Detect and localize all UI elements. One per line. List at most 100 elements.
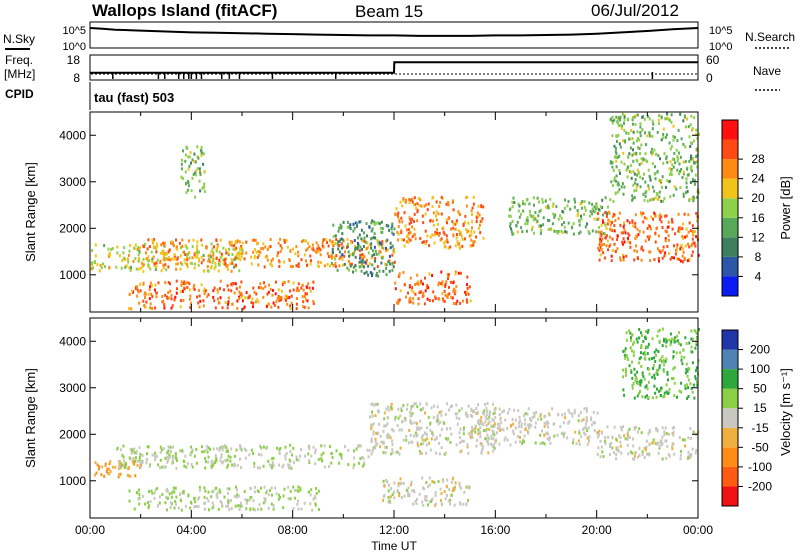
power-marks-cell-1787 [672,135,675,138]
velocity-marks-cell-997 [471,429,474,433]
power-marks-cell-158 [181,262,184,266]
power-marks-cell-608 [269,245,272,248]
power-marks-cell-920 [346,220,349,224]
power-marks-cell-1659 [667,238,670,242]
power-marks-cell-524 [184,261,187,265]
power-marks-cell-1572 [642,230,645,234]
power-marks-cell-1719 [694,244,697,248]
velocity-marks-cell-22 [111,465,114,469]
power-marks-cell-1226 [414,283,417,286]
velocity-marks-cell-1395 [629,346,632,350]
velocity-marks-cell-1457 [630,368,633,372]
velocity-marks-cell-164 [168,453,171,457]
power-marks-cell-800 [199,172,202,176]
power-marks-cell-399 [312,299,315,303]
velocity-marks-cell-283 [167,449,170,453]
power-marks-cell-300 [312,280,315,284]
velocity-marks-cell-304 [314,451,317,454]
velocity-marks-cell-120 [163,465,166,469]
velocity-marks-cell-181 [320,444,323,448]
power-marks-cell-381 [227,300,230,304]
power-marks-cell-1557 [691,224,694,228]
velocity-marks-cell-400 [227,491,229,495]
power-marks-cell-1443 [532,218,535,222]
velocity-marks-cell-625 [474,424,477,428]
velocity-marks-cell-395 [287,485,290,489]
velocity-marks-cell-1212 [679,453,682,457]
velocity-marks-cell-533 [394,418,397,422]
power-marks-cell-420 [163,306,166,310]
velocity-marks-cell-475 [164,501,167,505]
velocity-marks-cell-150 [278,463,281,467]
velocity-marks-cell-495 [144,502,147,506]
velocity-marks-cell-481 [197,504,200,508]
velocity-marks-cell-1460 [622,375,625,379]
power-marks-cell-891 [354,248,356,252]
velocity-marks-cell-639 [458,417,461,421]
power-marks-cell-487 [243,257,246,261]
power-marks-cell-965 [356,222,358,226]
velocity-marks-cell-223 [227,454,230,458]
velocity-marks-cell-954 [568,420,571,424]
power-marks-cell-716 [359,253,362,257]
power-marks-cell-708 [155,265,158,269]
velocity-marks-cell-1488 [667,391,670,395]
power-marks-cell-1860 [641,115,644,119]
velocity-marks-cell-179 [252,452,255,455]
power-marks-cell-1959 [673,135,676,139]
power-marks-cell-1259 [418,291,421,295]
velocity-marks-cell-250 [214,454,217,458]
power-marks-cell-692 [207,254,210,258]
power-marks-cell-183 [227,251,230,255]
velocity-marks-cell-1515 [622,368,625,372]
velocity-marks-cell-1449 [690,345,693,349]
power-marks-cell-1089 [396,213,399,217]
power-marks-cell-741 [252,250,255,254]
power-marks-cell-2083 [628,152,631,156]
power-marks-cell-2038 [646,115,649,118]
power-marks-cell-1433 [520,226,523,230]
power-marks-cell-2018 [646,199,649,203]
power-marks-cell-1228 [451,296,454,300]
power-marks-cell-771 [289,249,292,253]
power-marks-cell-442 [240,295,243,299]
power-marks-cell-1487 [564,230,567,234]
power-marks-cell-2128 [690,114,693,118]
power-marks-cell-1849 [636,113,639,117]
power-marks-cell-408 [286,302,289,306]
power-marks-cell-907 [391,231,394,235]
velocity-marks-cell-174 [359,457,362,461]
power-marks-cell-504 [250,262,253,266]
power-marks-cell-1283 [444,283,447,287]
velocity-marks-cell-629 [420,451,423,455]
power-marks-cell-2061 [650,197,653,201]
power-marks-cell-960 [341,253,344,257]
power-marks-cell-913 [380,220,383,224]
velocity-marks-cell-1553 [656,369,658,373]
power-marks-cell-1650 [681,227,684,231]
velocity-marks-cell-251 [340,457,343,460]
power-marks-cell-791 [187,167,190,171]
power-marks-cell-706 [302,239,305,242]
power-marks-cell-1076 [397,215,400,219]
power-marks-cell-1674 [644,239,647,243]
velocity-marks-cell-653 [485,424,488,427]
power-colorbar-bin-3 [722,217,738,238]
velocity-marks-cell-367 [227,501,230,505]
velocity-marks-cell-606 [479,435,482,439]
power-marks-cell-1571 [599,237,602,241]
power-marks-cell-1429 [573,197,576,201]
velocity-marks-cell-31 [127,474,130,478]
velocity-marks-cell-1146 [557,412,560,416]
power-marks-cell-402 [283,281,286,284]
velocity-marks-cell-739 [436,414,439,418]
velocity-marks-cell-570 [459,436,462,440]
velocity-marks-cell-444 [165,495,168,499]
power-marks-cell-507 [222,262,225,266]
power-marks-cell-2037 [685,191,687,195]
power-marks-cell-1934 [657,154,660,158]
power-marks-cell-1865 [632,170,635,174]
velocity-marks-cell-86 [155,454,158,458]
power-marks-cell-719 [317,249,320,253]
power-marks-cell-1805 [639,185,642,189]
